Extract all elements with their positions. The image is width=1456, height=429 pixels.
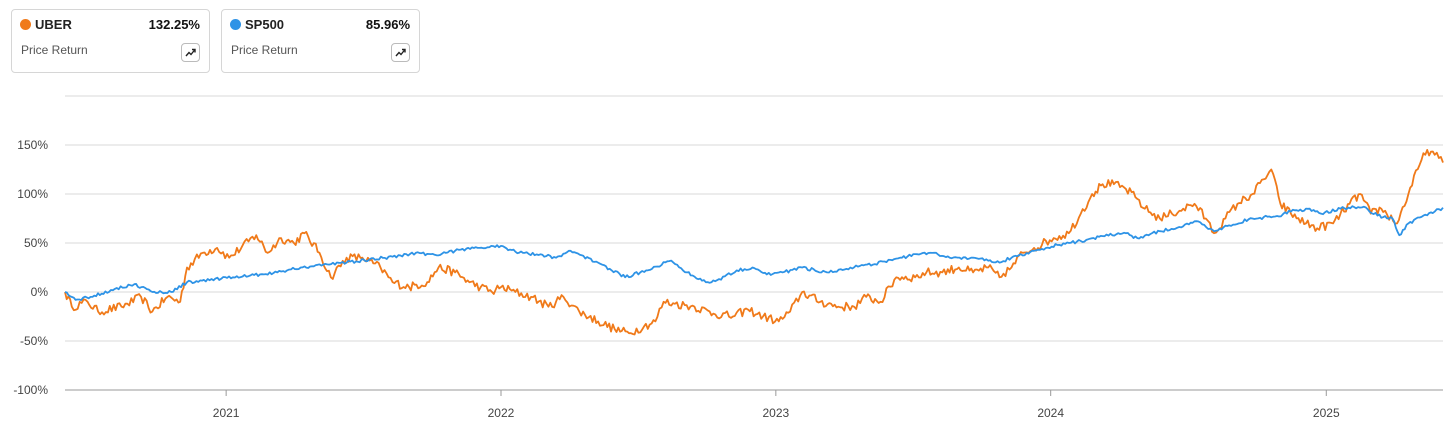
sp500-return-value: 85.96% xyxy=(365,17,410,32)
uber-subtitle: Price Return xyxy=(21,43,88,57)
x-tick-label: 2024 xyxy=(1037,406,1064,420)
series-line-sp500 xyxy=(64,205,1444,302)
series-line-uber xyxy=(64,148,1444,336)
series-lines xyxy=(64,148,1444,336)
y-axis: -100% -50% 0% 50% 100% 150% xyxy=(13,138,48,397)
x-tick-label: 2023 xyxy=(762,406,789,420)
y-tick-label: 0% xyxy=(31,285,49,299)
sp500-ticker-label: SP500 xyxy=(245,17,285,32)
y-tick-label: -50% xyxy=(20,334,48,348)
uber-return-value: 132.25% xyxy=(148,17,200,32)
trending-up-icon[interactable] xyxy=(391,43,410,62)
y-tick-label: 50% xyxy=(24,236,48,250)
y-tick-label: 150% xyxy=(17,138,48,152)
grid-lines xyxy=(65,95,1443,391)
x-tick-label: 2025 xyxy=(1313,406,1340,420)
sp500-subtitle: Price Return xyxy=(231,43,298,57)
y-tick-label: -100% xyxy=(13,383,48,397)
x-tick-label: 2021 xyxy=(213,406,240,420)
uber-ticker-label: UBER xyxy=(35,17,72,32)
trending-up-icon[interactable] xyxy=(181,43,200,62)
legend-card-sp500[interactable]: SP500 85.96% Price Return xyxy=(221,9,420,73)
y-tick-label: 100% xyxy=(17,187,48,201)
sp500-color-dot xyxy=(230,19,241,30)
x-axis: 2021 2022 2023 2024 2025 xyxy=(65,389,1443,420)
uber-color-dot xyxy=(20,19,31,30)
x-tick-label: 2022 xyxy=(488,406,515,420)
legend-card-uber[interactable]: UBER 132.25% Price Return xyxy=(11,9,210,73)
